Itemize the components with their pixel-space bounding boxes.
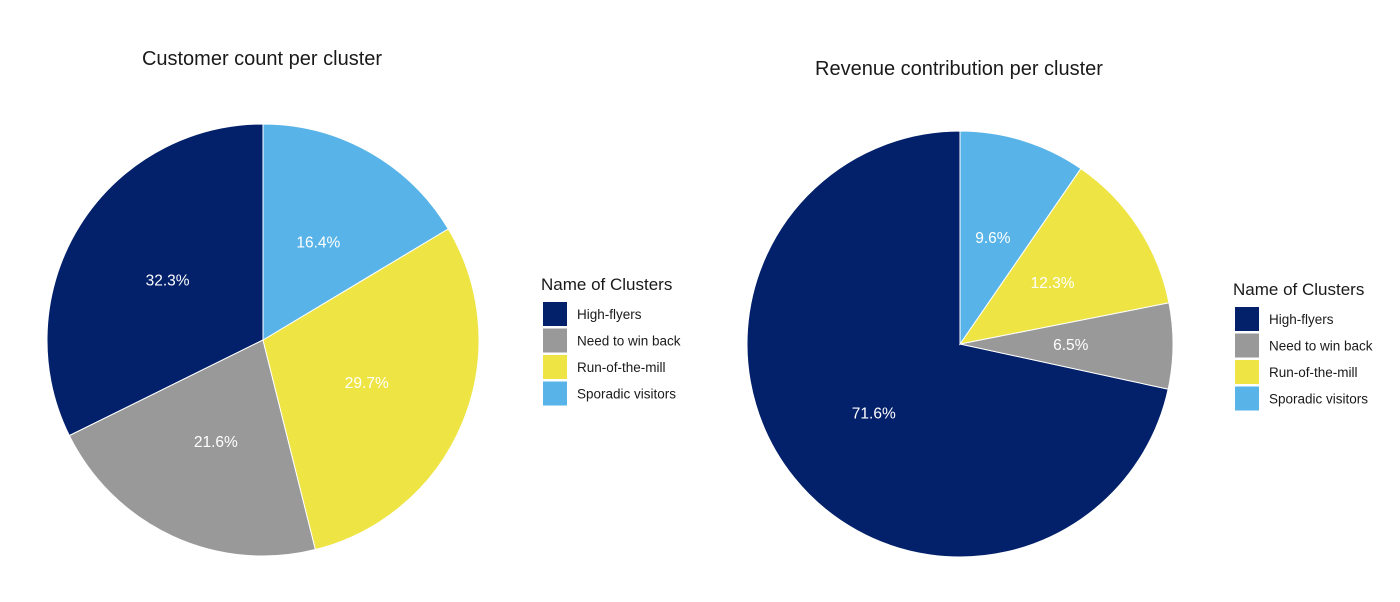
pie-slice-need-to-win-back — [68, 339, 317, 557]
legend-label-sporadic-visitors: Sporadic visitors — [1269, 392, 1368, 407]
slice-label-need-to-win-back: 6.5% — [1053, 337, 1089, 354]
legend-label-need-to-win-back: Need to win back — [577, 334, 681, 349]
chart-panel-revenue-contribution: Revenue contribution per cluster 71.6% 6.… — [700, 0, 1400, 602]
legend: Name of Clusters High-flyers Need to win … — [1233, 280, 1373, 411]
chart-title: Customer count per cluster — [142, 48, 382, 70]
chart-panel-customer-count: Customer count per cluster 32.3% 21.6% 29.… — [46, 48, 681, 557]
legend-swatch-sporadic-visitors — [1235, 386, 1259, 411]
slice-label-sporadic-visitors: 16.4% — [296, 234, 340, 251]
pie-slice-run-of-the-mill — [958, 167, 1170, 345]
slice-labels: 32.3% 21.6% 29.7% 16.4% — [146, 234, 389, 451]
pie-slices — [746, 130, 1174, 558]
pie-slices — [46, 123, 480, 557]
slice-label-high-flyers: 32.3% — [146, 273, 190, 290]
legend-swatch-high-flyers — [1235, 307, 1259, 331]
legend-label-high-flyers: High-flyers — [1269, 312, 1334, 327]
slice-label-sporadic-visitors: 9.6% — [975, 230, 1011, 247]
legend: Name of Clusters High-flyers Need to win … — [541, 275, 681, 406]
legend-swatch-run-of-the-mill — [1235, 360, 1259, 384]
pie-slice-high-flyers — [46, 123, 264, 437]
legend-swatch-sporadic-visitors — [543, 381, 567, 406]
pie-slice-high-flyers — [746, 130, 1169, 558]
pie-slice-sporadic-visitors — [959, 130, 1082, 346]
slice-label-high-flyers: 71.6% — [852, 406, 896, 423]
slice-label-run-of-the-mill: 12.3% — [1031, 275, 1075, 292]
slice-labels: 71.6% 6.5% 12.3% 9.6% — [852, 230, 1089, 422]
pie-slice-run-of-the-mill — [262, 228, 480, 551]
legend-swatch-need-to-win-back — [543, 328, 567, 353]
legend-title: Name of Clusters — [1233, 280, 1364, 299]
legend-swatch-need-to-win-back — [1235, 333, 1259, 358]
customer-count-pie-chart: Customer count per cluster 32.3% 21.6% 29.… — [46, 48, 681, 557]
legend-swatch-high-flyers — [543, 302, 567, 326]
legend-label-run-of-the-mill: Run-of-the-mill — [1269, 365, 1358, 380]
slice-label-run-of-the-mill: 29.7% — [345, 375, 389, 392]
revenue-contribution-pie-chart: Revenue contribution per cluster 71.6% 6.… — [746, 58, 1373, 558]
legend-label-high-flyers: High-flyers — [577, 307, 642, 322]
legend-title: Name of Clusters — [541, 275, 672, 294]
slice-label-need-to-win-back: 21.6% — [194, 434, 238, 451]
legend-swatch-run-of-the-mill — [543, 355, 567, 379]
pie-slice-sporadic-visitors — [262, 123, 449, 341]
chart-title: Revenue contribution per cluster — [815, 58, 1103, 80]
legend-label-sporadic-visitors: Sporadic visitors — [577, 387, 676, 402]
legend-label-need-to-win-back: Need to win back — [1269, 339, 1373, 354]
legend-label-run-of-the-mill: Run-of-the-mill — [577, 360, 666, 375]
